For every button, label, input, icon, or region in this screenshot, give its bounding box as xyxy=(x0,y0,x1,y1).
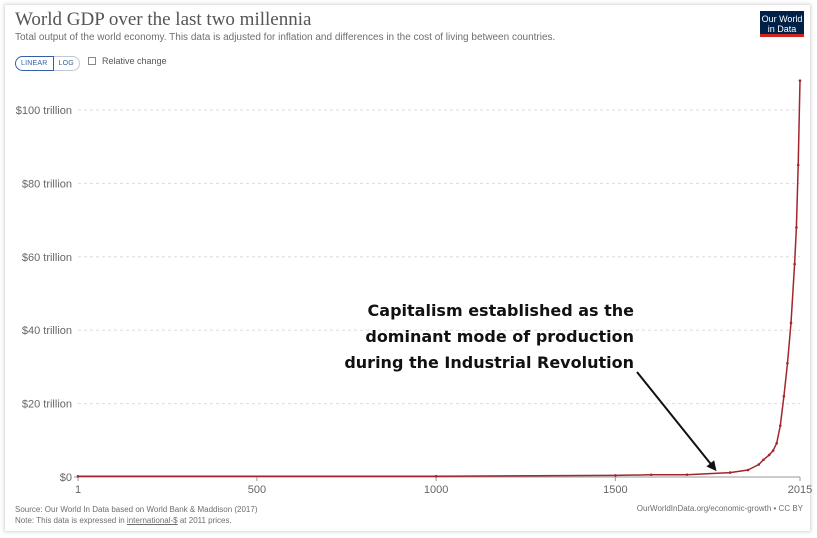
x-tick-label: 1500 xyxy=(603,484,627,496)
grid-lines xyxy=(78,109,800,405)
log-scale-button[interactable]: LOG xyxy=(53,56,80,71)
data-point[interactable] xyxy=(786,361,789,365)
data-point[interactable] xyxy=(767,453,771,457)
data-point[interactable] xyxy=(771,449,775,452)
logo-line-2: in Data xyxy=(767,24,797,34)
x-tick-label: 1000 xyxy=(424,484,448,496)
data-point[interactable] xyxy=(775,441,778,445)
y-tick-label: $100 trillion xyxy=(16,105,72,117)
logo-line-1: Our World xyxy=(761,14,803,24)
data-point[interactable] xyxy=(782,394,786,398)
footer-url[interactable]: OurWorldInData.org/economic-growth • CC … xyxy=(636,504,803,513)
source-text: Source: Our World In Data based on World… xyxy=(15,505,258,514)
data-point[interactable] xyxy=(685,473,689,476)
data-point[interactable] xyxy=(746,468,750,472)
y-tick-label: $80 trillion xyxy=(22,178,72,190)
note-suffix: at 2011 prices. xyxy=(177,516,232,525)
chart-title: World GDP over the last two millennia xyxy=(15,9,312,30)
x-tick-label: 500 xyxy=(248,484,266,496)
data-point[interactable] xyxy=(757,463,761,466)
x-tick-label: 2015 xyxy=(788,484,812,496)
x-tick-label: 1 xyxy=(75,484,81,496)
series-line xyxy=(76,79,802,478)
annotation-text: Capitalism established as the dominant m… xyxy=(330,298,634,376)
linear-scale-button[interactable]: LINEAR xyxy=(15,56,54,71)
note-prefix: Note: This data is expressed in xyxy=(15,516,127,525)
owid-logo[interactable]: Our World in Data xyxy=(760,11,804,37)
relative-change-toggle[interactable]: Relative change xyxy=(88,56,167,66)
y-tick-label: $20 trillion xyxy=(22,399,72,411)
annotation-arrow-line xyxy=(636,371,717,472)
relative-change-checkbox[interactable] xyxy=(88,57,96,65)
chart-subtitle: Total output of the world economy. This … xyxy=(15,32,556,43)
scale-toggle: LINEAR LOG xyxy=(15,56,80,71)
y-axis-labels: $0 $20 trillion $40 trillion $60 trillion $8… xyxy=(16,105,72,484)
y-tick-label: $0 xyxy=(60,472,72,484)
x-axis: 1 500 1000 1500 2015 xyxy=(74,476,812,496)
chart-frame xyxy=(4,4,811,532)
note-text: Note: This data is expressed in internat… xyxy=(15,515,258,526)
relative-change-label: Relative change xyxy=(102,56,167,66)
data-point[interactable] xyxy=(614,474,617,477)
data-point[interactable] xyxy=(728,471,732,474)
annotation-line-1: Capitalism established as the xyxy=(367,301,634,320)
data-point[interactable] xyxy=(795,226,798,229)
international-dollar-link[interactable]: international-$ xyxy=(126,516,178,525)
data-point[interactable] xyxy=(798,79,802,82)
footer-source: Source: Our World In Data based on World… xyxy=(15,504,258,526)
annotation-line-2: dominant mode of production xyxy=(365,327,634,346)
data-point[interactable] xyxy=(434,474,438,478)
data-point[interactable] xyxy=(778,424,782,427)
data-point[interactable] xyxy=(796,163,800,167)
data-point[interactable] xyxy=(649,473,653,477)
y-tick-label: $60 trillion xyxy=(22,252,72,264)
annotation-line-3: during the Industrial Revolution xyxy=(344,353,634,372)
data-point[interactable] xyxy=(762,458,765,462)
data-point[interactable] xyxy=(793,262,796,266)
data-point[interactable] xyxy=(789,321,793,325)
y-tick-label: $40 trillion xyxy=(22,325,72,337)
data-point[interactable] xyxy=(76,475,80,478)
gdp-series-line[interactable] xyxy=(77,80,801,478)
annotation-arrow xyxy=(636,371,717,472)
